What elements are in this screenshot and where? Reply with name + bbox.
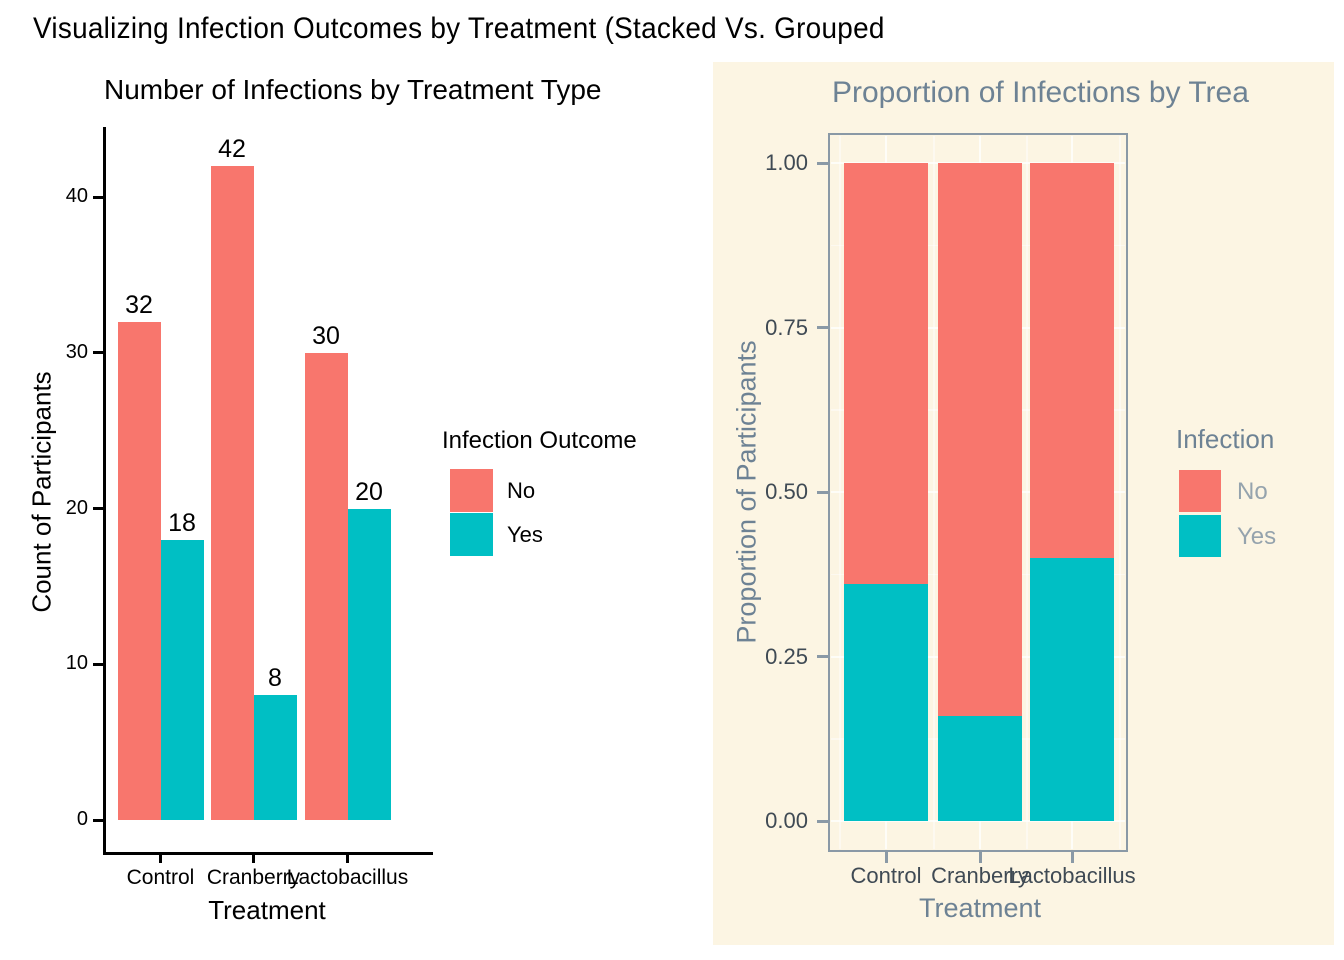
right-x-tick (1070, 852, 1074, 863)
left-x-tick (159, 853, 162, 863)
right-x-tick-label: Lactobacillus (1008, 863, 1136, 888)
left-y-tick-label: 0 (76, 808, 88, 830)
gridline-major-h (831, 820, 1125, 822)
stack-lactobacillus-no (1030, 163, 1114, 558)
left-y-axis-title: Count of Participants (26, 371, 57, 613)
legend-label-yes: Yes (1237, 523, 1277, 550)
right-chart-title: Proportion of Infections by Trea (832, 76, 1249, 109)
gridline-minor-v (1026, 136, 1028, 849)
bar-value-label: 8 (268, 664, 282, 693)
legend-swatch-yes (1179, 515, 1221, 557)
bar-value-label: 32 (125, 290, 153, 319)
right-y-tick-label: 0.25 (765, 643, 808, 669)
right-y-axis-title: Proportion of Participants (731, 340, 762, 644)
legend-label-yes: Yes (507, 522, 543, 547)
left-y-tick (93, 818, 103, 822)
right-y-tick (817, 655, 828, 658)
left-chart-title: Number of Infections by Treatment Type (104, 74, 602, 105)
legend-swatch-no (450, 469, 493, 512)
left-y-tick-label: 20 (65, 496, 88, 519)
left-x-tick-label: Lactobacillus (286, 866, 409, 889)
left-y-tick-label: 30 (65, 340, 88, 363)
right-y-tick (817, 819, 828, 823)
left-legend-title: Infection Outcome (442, 427, 637, 454)
gridline-minor-v (839, 136, 841, 849)
bar-value-label: 20 (355, 477, 383, 506)
bar-value-label: 42 (218, 134, 246, 163)
left-x-tick (346, 853, 349, 863)
left-x-axis-title: Treatment (208, 895, 326, 925)
right-y-tick (817, 326, 828, 329)
bar-control-yes (160, 539, 204, 820)
left-y-tick (93, 662, 103, 666)
right-x-tick (978, 852, 982, 863)
right-panel-border (828, 133, 1128, 852)
bar-lactobacillus-yes (347, 508, 391, 820)
right-chart-background (713, 62, 1334, 945)
legend-label-no: No (1237, 478, 1268, 505)
right-legend-title: Infection (1176, 424, 1275, 454)
right-x-tick-label: Cranberry (931, 863, 1029, 888)
right-y-tick-label: 1.00 (765, 150, 808, 175)
bar-control-no (117, 321, 161, 820)
legend-swatch-no (1179, 470, 1221, 512)
left-y-tick-label: 40 (65, 185, 88, 207)
left-x-axis-line (103, 852, 433, 855)
right-y-tick-label: 0.00 (765, 808, 808, 833)
right-x-tick-label: Control (850, 863, 922, 888)
stack-cranberry-yes (938, 715, 1022, 821)
right-y-tick-label: 0.50 (765, 479, 808, 504)
bar-cranberry-no (210, 165, 254, 820)
gridline-minor-v (1119, 136, 1121, 849)
stack-cranberry-no (938, 163, 1022, 716)
left-y-tick (93, 351, 103, 355)
left-x-tick-label: Cranberry (206, 866, 301, 889)
legend-label-no: No (507, 478, 536, 503)
left-x-tick (252, 853, 255, 863)
right-y-tick-label: 0.75 (765, 314, 808, 340)
bar-value-label: 30 (312, 321, 340, 350)
stack-control-yes (844, 584, 928, 821)
left-y-tick-label: 10 (65, 652, 88, 675)
gridline-minor-v (933, 136, 935, 849)
left-y-tick (93, 507, 103, 510)
right-y-tick (817, 161, 828, 165)
right-x-tick (884, 852, 888, 863)
stack-control-no (844, 163, 928, 585)
right-y-tick (817, 490, 828, 494)
stack-lactobacillus-yes (1030, 557, 1114, 821)
bar-value-label: 18 (168, 508, 196, 537)
left-x-tick-label: Control (126, 866, 195, 889)
left-y-tick (93, 195, 103, 199)
main-title: Visualizing Infection Outcomes by Treatm… (33, 12, 885, 45)
right-x-axis-title: Treatment (918, 893, 1042, 923)
bar-cranberry-yes (253, 695, 297, 820)
bar-lactobacillus-no (304, 352, 348, 820)
left-y-axis-line (103, 127, 106, 855)
legend-swatch-yes (450, 513, 493, 556)
